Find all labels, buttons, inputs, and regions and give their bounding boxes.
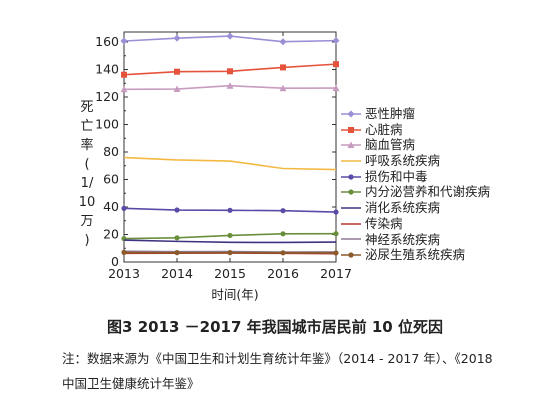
data-point bbox=[121, 205, 127, 211]
data-point bbox=[280, 64, 286, 71]
data-point bbox=[226, 82, 234, 89]
data-point bbox=[174, 207, 180, 213]
x-tick-label: 2014 bbox=[161, 266, 193, 281]
data-point bbox=[333, 231, 339, 237]
x-axis-label: 时间(年) bbox=[211, 287, 259, 302]
series-line-4 bbox=[123, 156, 337, 171]
figure-note: 注：数据来源为《中国卫生和计划生育统计年鉴》（2014 - 2017 年）、《2… bbox=[62, 351, 493, 391]
data-point bbox=[332, 84, 340, 92]
data-point bbox=[280, 250, 286, 256]
legend-label: 泌尿生殖系统疾病 bbox=[365, 247, 466, 263]
y-axis-label-char: 1/ bbox=[80, 176, 94, 191]
data-point bbox=[279, 38, 287, 46]
x-tick-label: 2017 bbox=[320, 266, 352, 281]
legend-label: 恶性肿瘤 bbox=[365, 106, 416, 121]
y-axis-label-char: 万 bbox=[80, 214, 94, 229]
legend-swatch bbox=[341, 110, 361, 118]
legend-swatch bbox=[341, 126, 361, 133]
data-point bbox=[227, 207, 233, 213]
y-tick-label: 80 bbox=[103, 144, 119, 159]
data-point bbox=[280, 208, 286, 214]
legend-swatch bbox=[341, 222, 361, 225]
y-axis-label-char: ( bbox=[84, 157, 90, 172]
data-point bbox=[226, 32, 234, 40]
y-axis-label: 死亡率 (1/10 万) bbox=[77, 98, 97, 250]
y-axis-label-char: 亡 bbox=[80, 119, 94, 134]
x-tick-label: 2015 bbox=[214, 266, 246, 281]
legend-item: 泌尿生殖系统疾病 bbox=[340, 247, 490, 263]
data-point bbox=[174, 235, 180, 241]
legend-label: 呼吸系统疾病 bbox=[365, 153, 441, 169]
data-point bbox=[174, 250, 180, 256]
legend-item: 损伤和中毒 bbox=[340, 169, 490, 185]
data-point bbox=[173, 85, 181, 93]
y-axis-label-char: 率 bbox=[80, 138, 94, 153]
legend-label: 神经系统疾病 bbox=[365, 231, 441, 247]
legend-swatch bbox=[341, 252, 361, 258]
legend-label: 消化系统疾病 bbox=[365, 200, 441, 216]
y-axis-label-char: 10 bbox=[78, 195, 96, 210]
legend-label: 传染病 bbox=[365, 215, 403, 231]
legend-item: 消化系统疾病 bbox=[340, 200, 490, 216]
data-point bbox=[279, 84, 287, 92]
data-point bbox=[332, 37, 340, 45]
y-axis-label-char: 死 bbox=[80, 100, 94, 115]
legend-label: 脑血管病 bbox=[365, 137, 416, 153]
y-tick-label: 140 bbox=[95, 62, 119, 77]
legend-item: 传染病 bbox=[340, 216, 490, 232]
y-tick-label: 120 bbox=[95, 89, 119, 104]
legend-label: 损伤和中毒 bbox=[365, 168, 428, 184]
y-tick-label: 40 bbox=[103, 199, 119, 214]
chart-plot: 0 20 40 60 80 100 120 140 160 2013 2014 2015 2016 201… bbox=[95, 31, 352, 281]
figure-caption: 图3 2013 －2017 年我国城市居民前 10 位死因 bbox=[107, 318, 443, 336]
legend-label: 内分泌营养和代谢疾病 bbox=[365, 184, 491, 200]
legend-swatch bbox=[341, 189, 361, 195]
data-point bbox=[120, 85, 128, 93]
legend-swatch bbox=[341, 238, 361, 241]
legend-item: 心脏病 bbox=[340, 122, 490, 138]
data-point bbox=[280, 231, 286, 237]
legend-item: 恶性肿瘤 bbox=[340, 106, 490, 122]
data-point bbox=[173, 34, 181, 42]
x-tick-label: 2013 bbox=[108, 266, 140, 281]
chart-figure: 死亡率 (1/10 万) 0 20 40 60 80 100 120 140 160 2013 2014… bbox=[77, 31, 490, 302]
legend-item: 脑血管病 bbox=[340, 137, 490, 153]
x-tick-label: 2016 bbox=[267, 266, 299, 281]
legend-item: 内分泌营养和代谢疾病 bbox=[340, 184, 490, 200]
y-tick-label: 0 bbox=[111, 254, 119, 269]
legend-item: 神经系统疾病 bbox=[340, 232, 490, 248]
series-line-7 bbox=[123, 239, 337, 244]
data-point bbox=[333, 61, 339, 68]
y-tick-label: 60 bbox=[103, 172, 119, 187]
legend: 恶性肿瘤 心脏病 脑血管病 呼吸系统疾病 损伤和中毒 内分泌营养和代谢疾病 消化系统疾病 传染… bbox=[340, 106, 490, 263]
legend-swatch bbox=[341, 141, 361, 149]
data-point bbox=[120, 37, 128, 45]
legend-label: 心脏病 bbox=[365, 121, 403, 137]
data-point bbox=[227, 232, 233, 239]
legend-swatch bbox=[341, 173, 361, 180]
y-tick-label: 20 bbox=[103, 227, 119, 242]
y-tick-label: 100 bbox=[95, 117, 119, 132]
y-axis-label-char: ) bbox=[84, 233, 90, 248]
y-tick-label: 160 bbox=[95, 34, 119, 49]
data-point bbox=[174, 68, 180, 75]
data-point bbox=[227, 250, 233, 256]
legend-swatch bbox=[341, 207, 361, 209]
data-point bbox=[333, 250, 339, 256]
data-point bbox=[121, 71, 127, 78]
legend-swatch bbox=[341, 160, 361, 162]
data-point bbox=[227, 68, 233, 75]
data-point bbox=[121, 249, 127, 255]
legend-item: 呼吸系统疾病 bbox=[340, 153, 490, 169]
data-point bbox=[333, 209, 339, 215]
